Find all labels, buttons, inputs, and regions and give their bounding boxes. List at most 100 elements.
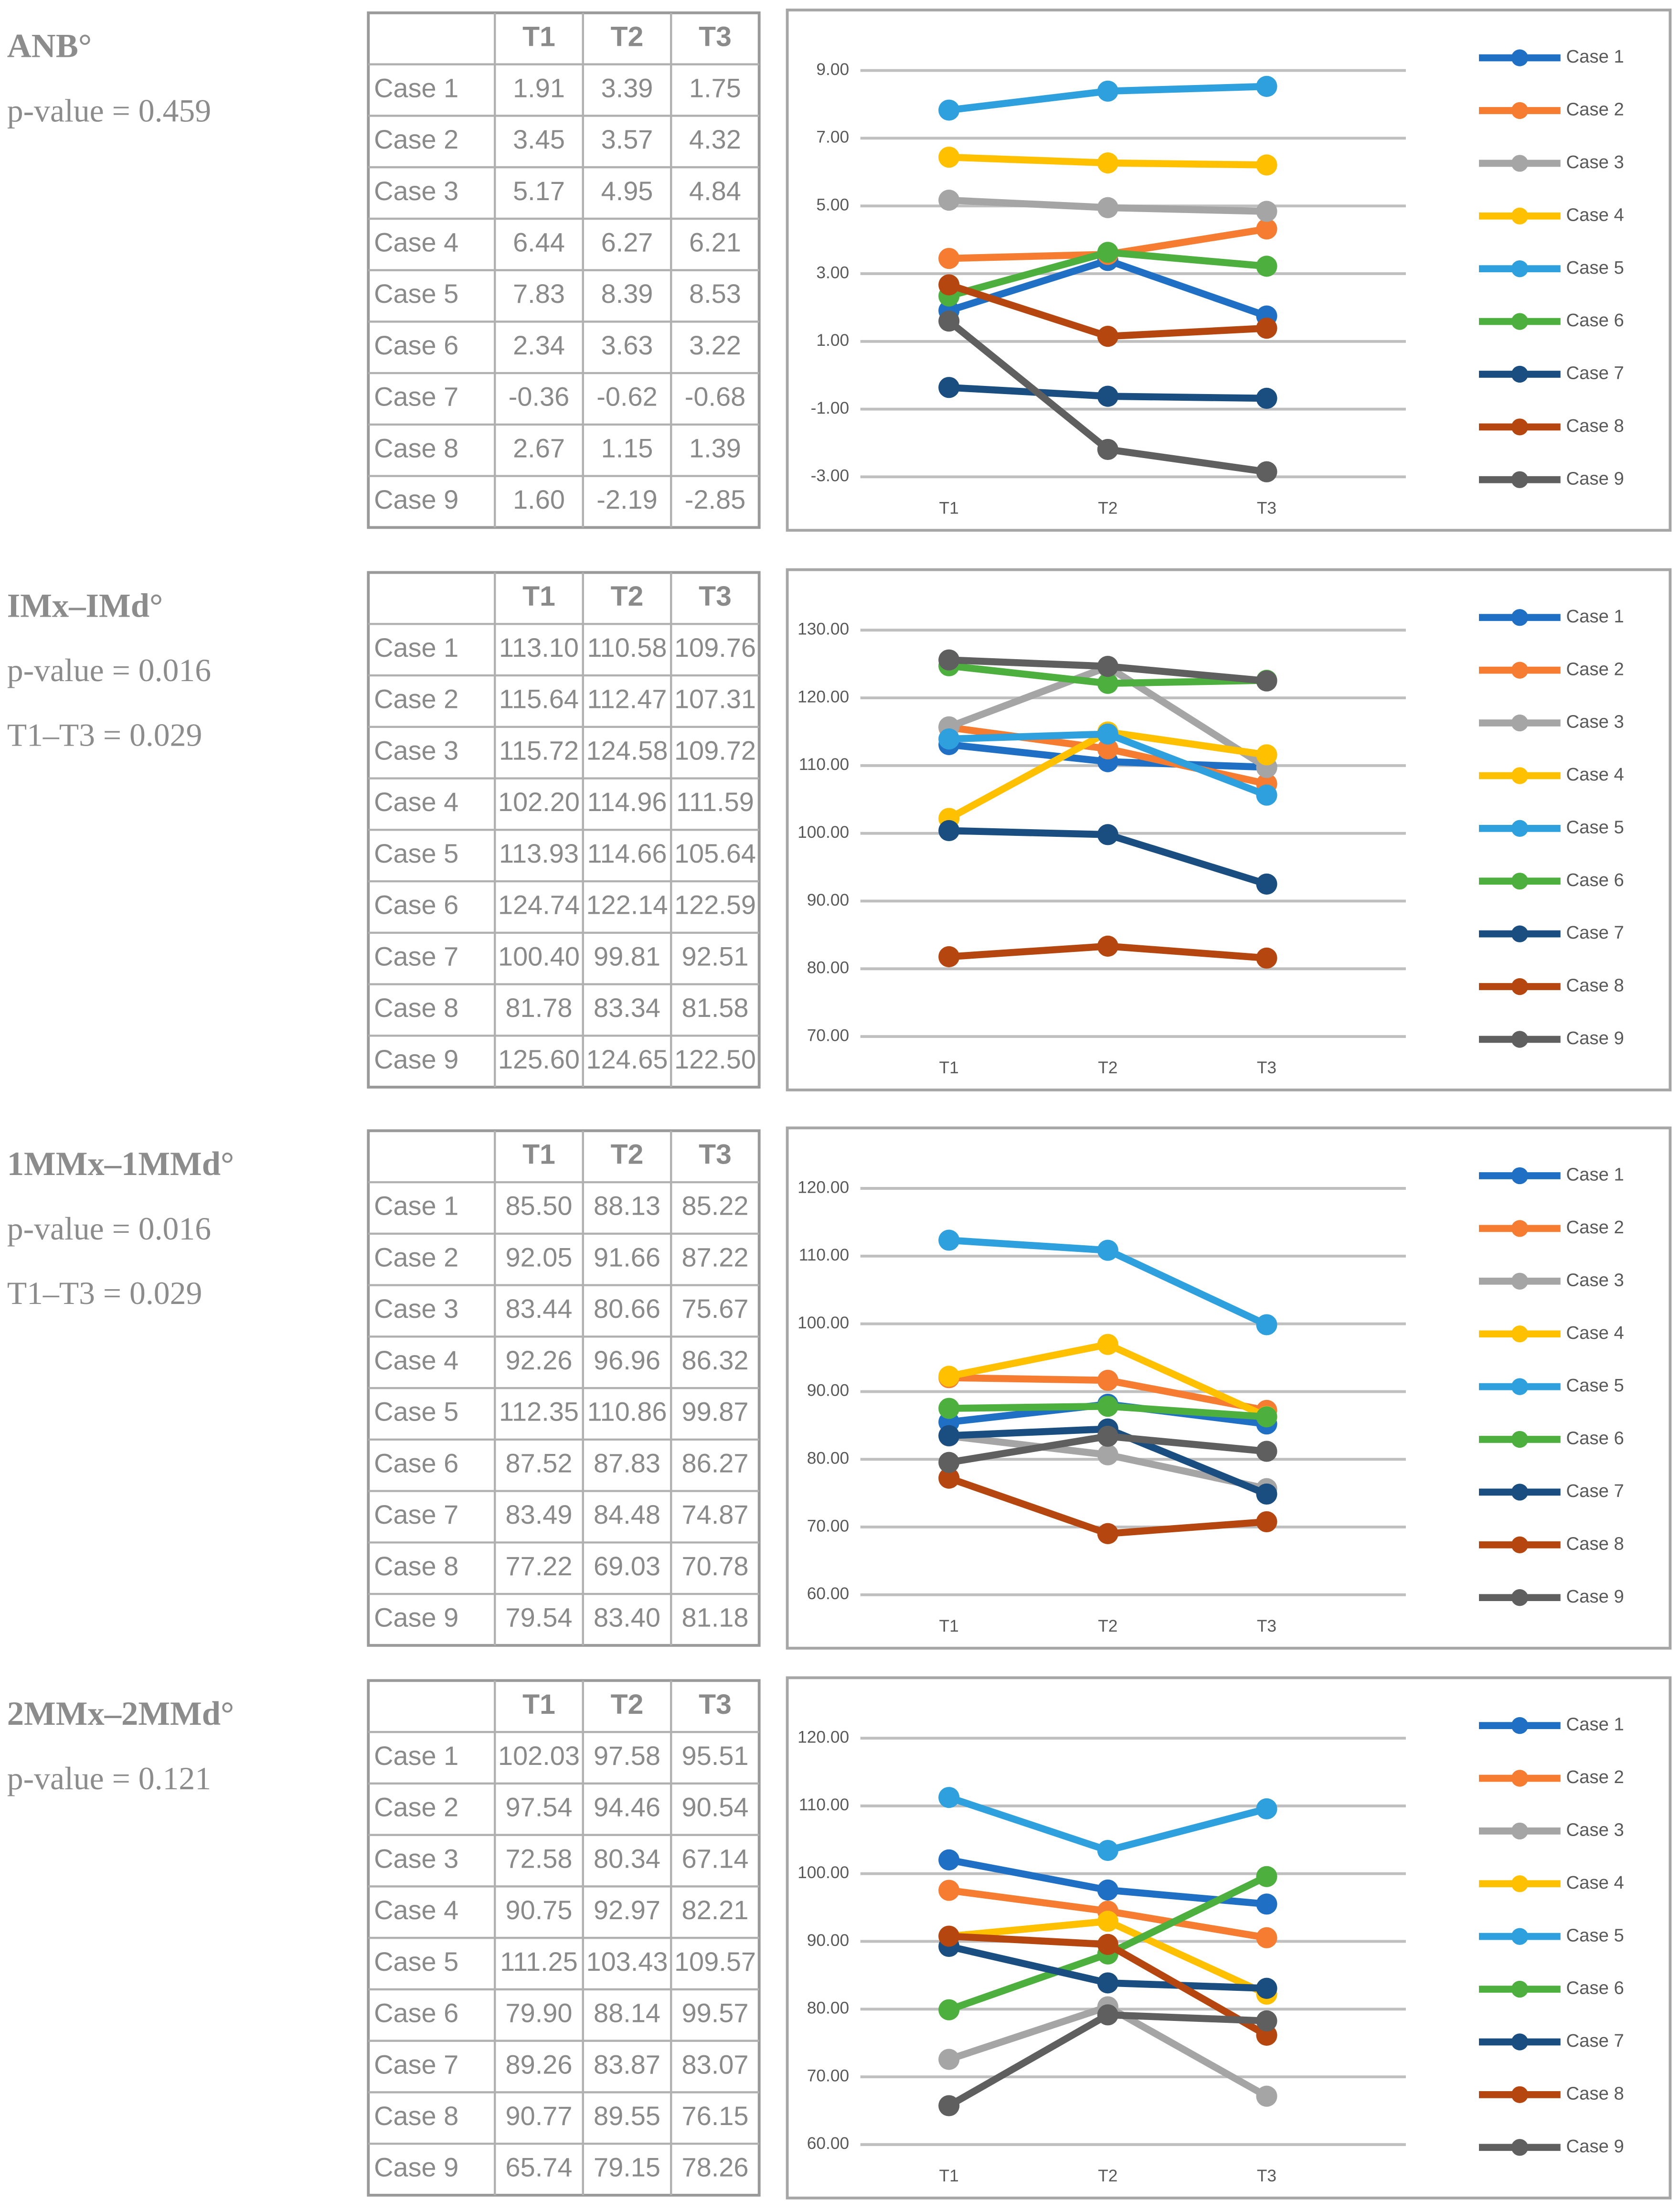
- table-cell: 99.87: [682, 1397, 749, 1427]
- table-cell: 94.46: [594, 1792, 660, 1822]
- point: [1097, 1839, 1118, 1861]
- point: [1097, 1444, 1118, 1465]
- table-cell: 79.54: [506, 1603, 573, 1633]
- legend-label: Case 2: [1566, 1217, 1624, 1238]
- point: [1256, 1483, 1277, 1505]
- legend-label: Case 1: [1566, 46, 1624, 67]
- table-header: T3: [699, 21, 732, 52]
- point: [1097, 1369, 1118, 1391]
- table-cell: 78.26: [682, 2152, 749, 2182]
- legend-label: Case 2: [1566, 659, 1624, 679]
- panel-title: IMx–IMd°: [7, 587, 163, 624]
- y-tick-label: 80.00: [807, 959, 849, 977]
- point: [938, 1229, 960, 1251]
- legend-marker: [1511, 1875, 1529, 1892]
- table-cell: 125.60: [498, 1044, 580, 1074]
- point: [938, 99, 960, 121]
- table-cell: 79.15: [594, 2152, 660, 2182]
- legend-marker: [1511, 978, 1529, 995]
- table-cell: 99.57: [682, 1998, 749, 2028]
- table-cell: 77.22: [506, 1551, 573, 1581]
- point: [938, 1880, 960, 1901]
- table-cell: 97.58: [594, 1741, 660, 1771]
- x-tick-label: T1: [939, 1617, 959, 1635]
- point: [1097, 1239, 1118, 1261]
- legend-label: Case 1: [1566, 606, 1624, 627]
- point: [1097, 656, 1118, 677]
- point: [1256, 784, 1277, 806]
- table-row-label: Case 4: [374, 1895, 458, 1925]
- table-cell: 83.40: [594, 1603, 660, 1633]
- point: [938, 1999, 960, 2020]
- y-tick-label: 3.00: [816, 263, 849, 282]
- table-cell: 80.34: [594, 1843, 660, 1873]
- panel-title: 2MMx–2MMd°: [7, 1695, 234, 1732]
- point: [938, 310, 960, 332]
- legend-marker: [1511, 2033, 1529, 2051]
- table-row-label: Case 6: [374, 890, 458, 920]
- legend-marker: [1511, 820, 1529, 837]
- table-cell: 124.58: [586, 735, 668, 765]
- y-tick-label: 120.00: [797, 687, 849, 706]
- table-cell: 90.75: [506, 1895, 573, 1925]
- table-cell: 81.78: [506, 993, 573, 1023]
- legend-marker: [1511, 49, 1529, 66]
- table-cell: 79.90: [506, 1998, 573, 2028]
- y-tick-label: 100.00: [797, 1863, 849, 1882]
- table-cell: 86.27: [682, 1448, 749, 1478]
- point: [1097, 385, 1118, 407]
- table-row-label: Case 5: [374, 1397, 458, 1427]
- y-tick-label: 70.00: [807, 2066, 849, 2085]
- table-cell: 91.66: [594, 1242, 660, 1272]
- legend-label: Case 5: [1566, 817, 1624, 837]
- x-tick-label: T3: [1257, 499, 1276, 517]
- legend-label: Case 6: [1566, 1978, 1624, 1998]
- legend-marker: [1511, 1536, 1529, 1553]
- table-row-label: Case 2: [374, 1242, 458, 1272]
- table-cell: 114.66: [587, 838, 667, 868]
- table-row-label: Case 4: [374, 227, 458, 257]
- point: [1256, 1511, 1277, 1533]
- table-cell: 96.96: [594, 1345, 660, 1375]
- point: [1097, 824, 1118, 845]
- table-cell: 122.14: [586, 890, 668, 920]
- table-header: T1: [522, 1139, 555, 1170]
- table-cell: 2.67: [513, 433, 565, 463]
- point: [1097, 438, 1118, 460]
- table-row-label: Case 8: [374, 2101, 458, 2131]
- table-cell: 87.52: [506, 1448, 573, 1478]
- table-cell: 103.43: [586, 1946, 668, 1977]
- point: [1256, 387, 1277, 409]
- legend-marker: [1511, 2139, 1529, 2156]
- table-row-label: Case 9: [374, 1044, 458, 1074]
- legend-marker: [1511, 873, 1529, 890]
- point: [1256, 256, 1277, 277]
- point: [1256, 1406, 1277, 1428]
- point: [1097, 673, 1118, 694]
- legend-marker: [1511, 155, 1529, 172]
- table-cell: -0.36: [509, 382, 569, 412]
- point: [1256, 1866, 1277, 1887]
- point: [1256, 1798, 1277, 1820]
- point: [1097, 1911, 1118, 1932]
- y-tick-label: 70.00: [807, 1026, 849, 1045]
- table-cell: -2.19: [596, 484, 657, 514]
- legend-label: Case 3: [1566, 1819, 1624, 1840]
- y-tick-label: 110.00: [799, 755, 849, 774]
- x-tick-label: T3: [1257, 2167, 1276, 2185]
- legend-label: Case 5: [1566, 257, 1624, 278]
- table-cell: 112.35: [499, 1397, 579, 1427]
- table-cell: 4.95: [601, 176, 653, 206]
- table-cell: 92.51: [682, 941, 749, 971]
- x-tick-label: T3: [1257, 1058, 1276, 1077]
- table-cell: 83.49: [506, 1499, 573, 1529]
- point: [1097, 935, 1118, 957]
- point: [938, 946, 960, 968]
- point: [938, 1849, 960, 1870]
- table-cell: 87.22: [682, 1242, 749, 1272]
- legend-label: Case 4: [1566, 764, 1624, 785]
- table-cell: 81.18: [682, 1603, 749, 1633]
- legend-marker: [1511, 418, 1529, 436]
- table-cell: 69.03: [594, 1551, 660, 1581]
- table-row-label: Case 5: [374, 1946, 458, 1977]
